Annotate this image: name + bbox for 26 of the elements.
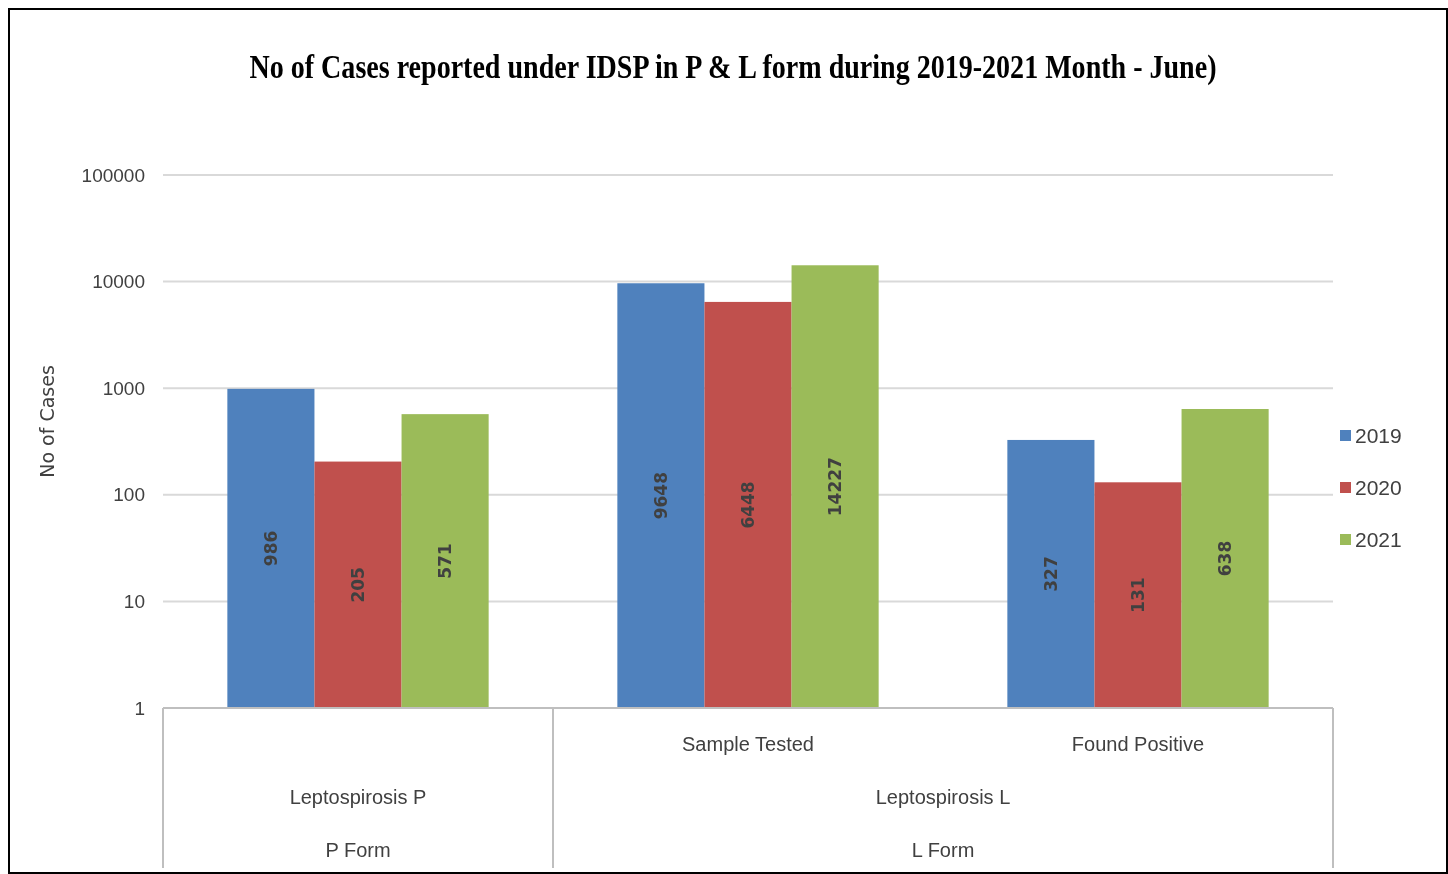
- y-tick-label: 10000: [92, 271, 145, 293]
- data-label: 131: [1127, 577, 1148, 613]
- data-label: 986: [260, 530, 281, 567]
- data-label: 205: [347, 567, 368, 603]
- data-label: 14227: [825, 457, 846, 517]
- y-tick-label: 100: [113, 484, 145, 506]
- legend-label: 2019: [1355, 424, 1402, 448]
- y-tick-label: 1: [134, 697, 145, 719]
- data-label: 571: [435, 543, 456, 579]
- text: Leptospirosis P: [289, 786, 427, 808]
- text: L Form: [911, 839, 975, 861]
- y-tick-label: 1000: [102, 377, 145, 399]
- data-label: 6448: [737, 481, 758, 529]
- y-tick-label: 100000: [81, 164, 145, 186]
- legend-label: 2021: [1355, 528, 1402, 552]
- x-tick-label: Found Positive: [1071, 733, 1205, 755]
- legend-label: 2020: [1355, 476, 1402, 500]
- x-tick-label: Sample Tested: [682, 733, 814, 755]
- y-axis-title: No of Cases: [36, 365, 58, 478]
- data-label: 9648: [650, 471, 671, 520]
- text: Leptospirosis L: [875, 786, 1011, 808]
- text: P Form: [325, 839, 391, 861]
- data-label: 327: [1040, 556, 1061, 592]
- chart-title: No of Cases reported under IDSP in P & L form during 2019-2021 Month - June): [249, 48, 1217, 86]
- data-label: 638: [1215, 540, 1236, 577]
- y-tick-label: 10: [123, 591, 145, 613]
